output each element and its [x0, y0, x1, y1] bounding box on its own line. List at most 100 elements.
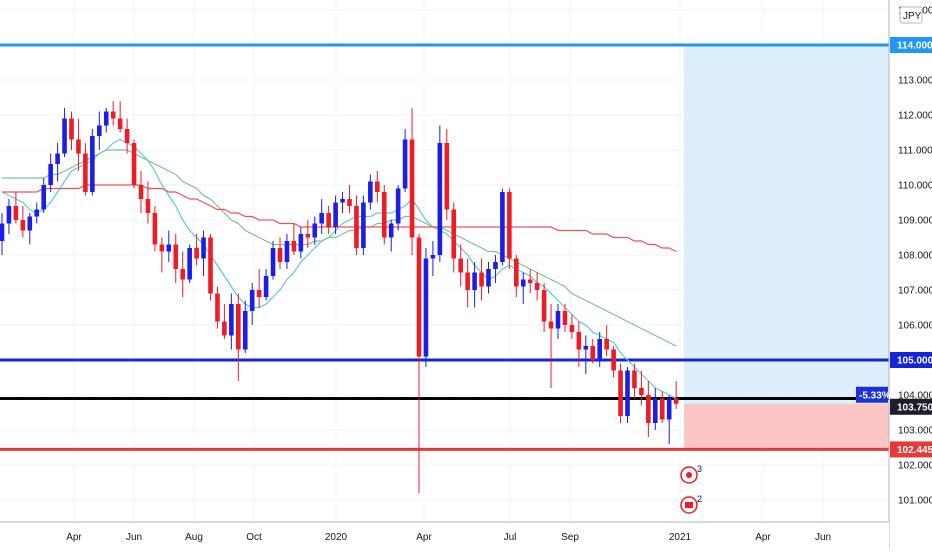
candle[interactable]: [13, 192, 19, 224]
candle[interactable]: [646, 381, 651, 437]
candle[interactable]: [659, 391, 665, 424]
candle[interactable]: [242, 300, 248, 354]
candle[interactable]: [409, 108, 415, 255]
candle[interactable]: [319, 199, 324, 234]
candle[interactable]: [208, 234, 213, 301]
candle[interactable]: [444, 129, 450, 220]
candle[interactable]: [222, 304, 227, 339]
candle[interactable]: [0, 213, 5, 255]
candle[interactable]: [305, 220, 311, 248]
candle[interactable]: [103, 108, 109, 133]
price-tag-line-3[interactable]: 102.445: [897, 445, 932, 456]
candle[interactable]: [618, 363, 623, 424]
candle[interactable]: [55, 143, 60, 182]
candle[interactable]: [423, 248, 429, 367]
candle[interactable]: [333, 195, 338, 235]
candle[interactable]: [83, 143, 88, 196]
candle[interactable]: [298, 227, 304, 259]
candle[interactable]: [416, 234, 422, 493]
candle[interactable]: [180, 251, 185, 298]
currency-badge[interactable]: JPY: [903, 11, 922, 22]
candle[interactable]: [472, 262, 477, 308]
candle[interactable]: [166, 230, 172, 263]
candle[interactable]: [236, 293, 241, 382]
candle[interactable]: [277, 237, 283, 270]
candle[interactable]: [263, 269, 269, 301]
candle[interactable]: [368, 174, 373, 210]
candle[interactable]: [312, 216, 318, 245]
candle[interactable]: [76, 118, 81, 172]
candle[interactable]: [97, 111, 102, 151]
candle[interactable]: [479, 258, 484, 301]
candle[interactable]: [194, 234, 199, 266]
candle[interactable]: [187, 244, 192, 284]
candle[interactable]: [611, 346, 616, 378]
candle[interactable]: [548, 304, 554, 388]
candle[interactable]: [388, 220, 394, 252]
candle[interactable]: [159, 237, 165, 273]
currency-badge-bg[interactable]: [899, 6, 923, 24]
price-tag-line-1-bg[interactable]: [890, 352, 932, 368]
last-price-tag[interactable]: 103.750: [897, 402, 932, 413]
candle[interactable]: [395, 185, 401, 231]
candle[interactable]: [381, 185, 387, 245]
candle[interactable]: [653, 388, 658, 430]
candle[interactable]: [430, 241, 436, 276]
candle[interactable]: [590, 339, 596, 364]
candle[interactable]: [632, 363, 637, 399]
price-tag-line-3-bg[interactable]: [890, 441, 932, 458]
candle[interactable]: [152, 206, 158, 252]
candle[interactable]: [347, 185, 352, 213]
candle[interactable]: [527, 269, 533, 294]
candle[interactable]: [34, 202, 40, 224]
candle[interactable]: [500, 188, 505, 266]
candle[interactable]: [215, 286, 220, 329]
price-tag-line-0-bg[interactable]: [890, 37, 932, 53]
position-target-zone[interactable]: [684, 45, 889, 404]
candle[interactable]: [514, 255, 519, 297]
candle[interactable]: [20, 206, 26, 238]
candle[interactable]: [673, 381, 679, 409]
candle[interactable]: [62, 108, 67, 157]
candle[interactable]: [90, 129, 95, 196]
candle[interactable]: [145, 181, 151, 224]
candle[interactable]: [555, 304, 561, 339]
candle[interactable]: [284, 234, 290, 269]
candle[interactable]: [110, 101, 116, 126]
candle[interactable]: [138, 171, 144, 213]
candle[interactable]: [534, 272, 540, 301]
candle[interactable]: [604, 325, 609, 357]
candle[interactable]: [458, 244, 463, 287]
position-stop-zone[interactable]: [684, 403, 889, 450]
candle[interactable]: [451, 202, 457, 273]
candle[interactable]: [597, 332, 602, 367]
candle[interactable]: [201, 230, 206, 277]
candle[interactable]: [666, 395, 672, 444]
candle[interactable]: [48, 153, 53, 193]
candle[interactable]: [375, 171, 380, 203]
candle[interactable]: [117, 101, 123, 133]
candle[interactable]: [361, 195, 366, 256]
last-price-tag-bg[interactable]: [890, 398, 932, 415]
candle[interactable]: [124, 118, 130, 154]
candle[interactable]: [583, 335, 589, 375]
candle[interactable]: [291, 223, 297, 256]
candle[interactable]: [326, 206, 331, 234]
price-tag-line-0[interactable]: 114.000: [897, 41, 932, 52]
event-marker-1[interactable]: 2: [680, 494, 702, 514]
candle[interactable]: [520, 272, 526, 305]
candle[interactable]: [402, 129, 408, 192]
candle[interactable]: [229, 293, 234, 350]
candle[interactable]: [437, 125, 443, 263]
price-tag-line-1[interactable]: 105.000: [897, 356, 932, 367]
candle[interactable]: [173, 234, 179, 283]
candle[interactable]: [541, 283, 547, 332]
candle[interactable]: [41, 178, 46, 213]
candle[interactable]: [486, 262, 491, 294]
candle[interactable]: [131, 139, 137, 189]
event-marker-0[interactable]: 3: [680, 464, 702, 484]
candle[interactable]: [576, 321, 582, 368]
candle[interactable]: [625, 367, 630, 423]
